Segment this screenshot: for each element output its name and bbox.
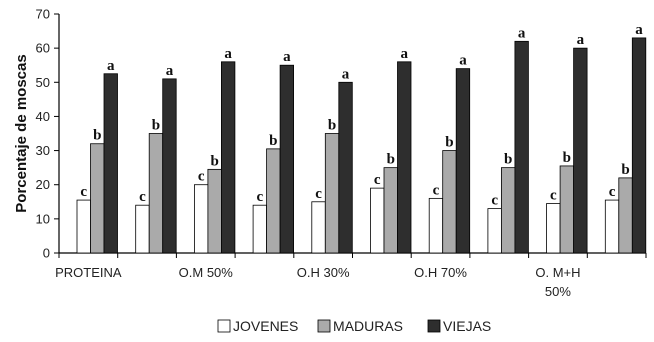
significance-letter: a: [107, 58, 115, 74]
bar-jovenes: [487, 208, 502, 254]
significance-letter: a: [224, 46, 232, 62]
y-tick-label: 10: [36, 211, 50, 226]
bar-viejas: [220, 61, 236, 254]
bar-maduras: [559, 165, 574, 254]
legend-swatch-viejas: [427, 319, 441, 333]
bar-jovenes: [370, 187, 385, 254]
y-tick-label: 70: [36, 7, 50, 22]
bar-viejas: [162, 78, 177, 254]
legend-swatch-maduras: [317, 319, 331, 333]
bar-viejas: [455, 68, 471, 254]
bar-maduras: [90, 143, 105, 254]
bar-viejas: [514, 40, 529, 254]
significance-letter: b: [621, 162, 629, 178]
significance-letter: c: [315, 186, 322, 202]
legend-label-jovenes: JOVENES: [233, 318, 298, 334]
y-axis: 0 10 20 30 40 50 60 70: [36, 7, 60, 261]
bar-jovenes: [76, 199, 91, 254]
bar-viejas: [338, 81, 353, 254]
bar-jovenes: [193, 184, 209, 254]
significance-letter: c: [433, 182, 440, 198]
bar-maduras: [383, 167, 398, 254]
significance-letter: a: [342, 66, 350, 82]
bar-maduras: [500, 167, 516, 254]
significance-letter: c: [374, 172, 381, 188]
x-category-label: PROTEINA: [55, 265, 122, 280]
bar-maduras: [324, 133, 340, 254]
significance-letter: a: [577, 32, 585, 48]
significance-letter: b: [445, 135, 453, 151]
significance-letter: b: [210, 153, 218, 169]
bar-maduras: [207, 168, 222, 254]
y-tick-label: 0: [43, 246, 50, 261]
bar-jovenes: [311, 201, 326, 254]
significance-letter: b: [152, 118, 160, 134]
legend-label-maduras: MADURAS: [333, 318, 403, 334]
bar-jovenes: [135, 204, 150, 254]
legend: JOVENES MADURAS VIEJAS: [217, 318, 491, 334]
bar-viejas: [103, 73, 118, 254]
y-tick-label: 60: [36, 41, 50, 56]
significance-letter: c: [609, 184, 616, 200]
significance-letter: c: [257, 189, 264, 205]
significance-letter: b: [269, 133, 277, 149]
x-category-label: O.M 50%: [179, 265, 234, 280]
bar-viejas: [397, 61, 412, 254]
significance-letter: a: [283, 49, 291, 65]
x-category-label: O. M+H 50%: [535, 265, 580, 299]
legend-swatch-jovenes: [217, 319, 231, 333]
bar-viejas: [279, 64, 295, 254]
significance-letter: c: [550, 187, 557, 203]
x-category-label: O.H 70%: [414, 265, 467, 280]
bar-jovenes: [252, 204, 268, 254]
bar-jovenes: [604, 199, 620, 254]
significance-letter: b: [328, 118, 336, 134]
y-tick-label: 20: [36, 177, 50, 192]
significance-letter: b: [563, 150, 571, 166]
bars: [76, 37, 647, 254]
bar-jovenes: [546, 203, 561, 254]
significance-letter: c: [198, 169, 205, 185]
bar-viejas: [631, 37, 647, 254]
y-tick-label: 30: [36, 143, 50, 158]
significance-letter: c: [80, 184, 87, 200]
bar-jovenes: [428, 197, 444, 254]
y-tick-label: 50: [36, 75, 50, 90]
bar-maduras: [148, 133, 164, 254]
y-tick-label: 40: [36, 109, 50, 124]
bar-maduras: [618, 177, 633, 254]
significance-letter: b: [387, 152, 395, 168]
significance-letter: c: [139, 189, 146, 205]
significance-letter: b: [93, 128, 101, 144]
x-axis: PROTEINA O.M 50% O.H 30% O.H 70% O. M+H 50%: [55, 252, 647, 299]
significance-letter: b: [504, 152, 512, 168]
significance-letter: c: [491, 193, 498, 209]
bar-viejas: [573, 47, 588, 254]
bar-maduras: [442, 150, 457, 254]
bar-maduras: [266, 148, 281, 254]
significance-letter: a: [166, 63, 174, 79]
significance-letter: a: [459, 53, 467, 69]
significance-letter: a: [635, 22, 643, 38]
y-axis-label: Porcentaje de moscas: [13, 54, 30, 212]
x-category-label: O.H 30%: [297, 265, 350, 280]
significance-letter: a: [401, 46, 409, 62]
significance-letter: a: [518, 25, 526, 41]
legend-label-viejas: VIEJAS: [443, 318, 491, 334]
